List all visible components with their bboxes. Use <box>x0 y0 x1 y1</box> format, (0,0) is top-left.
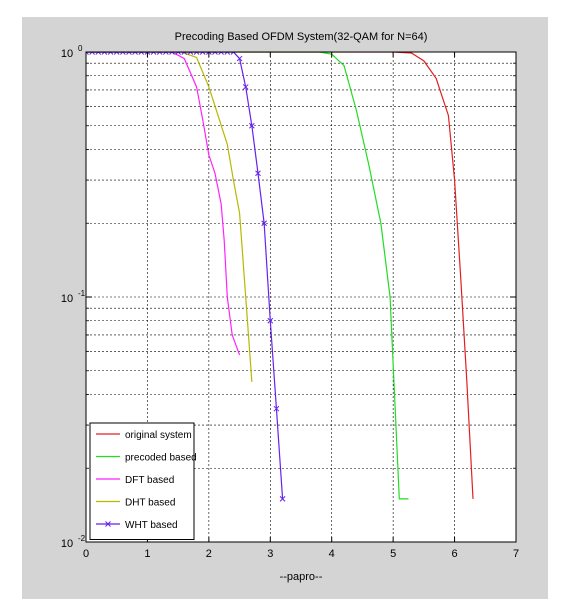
series-line <box>86 52 241 356</box>
x-tick-label: 5 <box>390 548 396 560</box>
x-tick-label: 4 <box>329 548 335 560</box>
y-tick-label-exponent: -1 <box>78 289 86 298</box>
series-marker <box>218 52 224 55</box>
series-marker <box>206 52 212 55</box>
series-marker <box>187 52 194 55</box>
chart-title: Precoding Based OFDM System(32-QAM for N… <box>175 31 428 43</box>
series-marker <box>132 52 138 55</box>
x-tick-label: 1 <box>144 548 150 560</box>
axis-ticks: 0 1 2 3 4 5 6 7 10 0 10 -1 10 -2 <box>61 44 519 560</box>
series-marker <box>163 52 169 55</box>
series-marker <box>101 52 108 55</box>
x-tick-label: 6 <box>452 548 458 560</box>
x-tick-label: 3 <box>267 548 273 560</box>
series-marker <box>113 52 120 55</box>
y-tick-label-base: 10 <box>61 293 73 305</box>
y-tick-label-base: 10 <box>61 538 73 550</box>
series-marker <box>95 52 102 55</box>
series-marker <box>169 52 175 55</box>
x-axis-label: --papro-- <box>280 571 323 583</box>
series-marker <box>86 52 89 55</box>
legend-label: DFT based <box>125 475 174 486</box>
series-line <box>86 52 253 383</box>
series-marker <box>144 52 151 55</box>
series-marker <box>199 52 206 55</box>
series-marker <box>242 84 249 90</box>
y-tick-label-exponent: 0 <box>78 44 83 53</box>
legend-marker <box>105 521 111 527</box>
legend-label: original system <box>125 430 192 441</box>
series-marker <box>255 170 261 177</box>
y-tick-label-base: 10 <box>61 48 73 60</box>
series-marker <box>156 52 163 55</box>
legend-label: precoded based <box>125 453 197 464</box>
series-marker <box>120 52 126 55</box>
series-marker <box>175 52 181 55</box>
series-marker <box>267 317 274 324</box>
series-marker <box>224 52 231 55</box>
x-tick-label: 7 <box>513 548 519 560</box>
series-marker <box>273 405 280 412</box>
series-marker <box>107 52 114 55</box>
legend-box <box>89 422 195 540</box>
grid <box>86 52 516 542</box>
legend: original system precoded based DFT based DH… <box>89 422 197 540</box>
series-marker <box>181 52 188 55</box>
x-tick-label: 0 <box>83 548 89 560</box>
series-marker <box>89 52 95 55</box>
y-tick-label-exponent: -2 <box>78 534 86 543</box>
series-marker <box>193 52 200 55</box>
x-tick-label: 2 <box>206 548 212 560</box>
series-marker <box>249 122 255 129</box>
series-marker <box>138 52 145 55</box>
series-marker <box>126 52 132 55</box>
legend-label: WHT based <box>125 520 178 531</box>
series-marker <box>230 52 237 55</box>
series-marker <box>236 55 243 62</box>
series-line <box>86 52 409 500</box>
series-line <box>86 52 284 499</box>
series-marker <box>279 496 286 502</box>
series-marker <box>261 220 267 227</box>
series-marker <box>150 52 157 55</box>
series-line <box>86 52 474 499</box>
series-layer <box>86 52 474 502</box>
series-marker <box>212 52 218 55</box>
legend-label: DHT based <box>125 498 175 509</box>
